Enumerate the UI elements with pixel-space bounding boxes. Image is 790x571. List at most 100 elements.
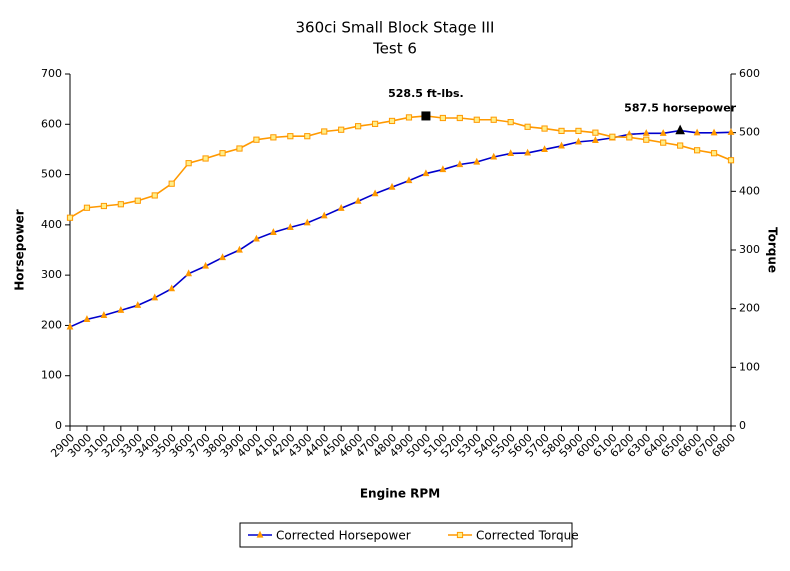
data-point <box>100 311 108 318</box>
data-point <box>185 160 192 167</box>
data-point <box>524 123 531 130</box>
data-point <box>338 126 345 133</box>
data-point <box>236 145 243 152</box>
data-point <box>507 119 514 126</box>
data-point <box>303 218 311 226</box>
y2-tick-label: 100 <box>739 360 760 373</box>
data-point <box>202 155 209 162</box>
annotation-marker <box>675 124 685 135</box>
y-tick-label: 400 <box>41 218 62 231</box>
data-point <box>558 141 565 149</box>
y-tick-label: 100 <box>41 369 62 382</box>
data-point <box>117 201 124 208</box>
data-point <box>473 157 481 165</box>
y2-tick-label: 600 <box>739 67 760 80</box>
data-point <box>354 196 362 204</box>
data-point <box>219 150 226 157</box>
data-point <box>490 116 497 123</box>
data-point <box>642 129 650 136</box>
annotation-marker <box>421 111 431 121</box>
y2-tick-label: 500 <box>739 126 760 139</box>
y2-axis-label: Torque <box>766 227 780 273</box>
annotation-text: 528.5 ft-lbs. <box>388 87 464 100</box>
data-point <box>185 269 193 277</box>
data-point <box>371 189 379 197</box>
chart-title: 360ci Small Block Stage III <box>296 19 495 37</box>
data-point <box>100 202 107 210</box>
legend-marker <box>456 531 464 539</box>
data-point <box>151 293 159 301</box>
data-point <box>168 180 175 187</box>
data-point <box>388 182 396 190</box>
data-point <box>710 128 718 136</box>
data-point <box>541 125 548 132</box>
series-line <box>69 129 732 328</box>
data-point <box>727 157 735 164</box>
data-point <box>253 234 260 242</box>
legend-label: Corrected Horsepower <box>276 529 411 543</box>
data-point <box>337 204 345 211</box>
data-point <box>507 149 515 157</box>
data-point <box>83 204 91 211</box>
y-tick-label: 500 <box>41 168 62 181</box>
data-point <box>134 197 141 204</box>
data-point <box>422 169 430 177</box>
data-point <box>151 192 158 199</box>
data-point <box>439 114 446 122</box>
y2-tick-label: 200 <box>739 302 760 315</box>
data-point <box>66 322 74 330</box>
data-point <box>558 127 565 135</box>
data-point <box>321 128 328 135</box>
x-axis-label: Engine RPM <box>360 487 440 501</box>
data-point <box>693 128 701 136</box>
chart-subtitle: Test 6 <box>372 40 417 58</box>
y-axis-label: Horsepower <box>13 209 27 291</box>
data-point <box>134 301 142 308</box>
data-point <box>643 136 650 143</box>
y-tick-label: 0 <box>55 419 62 432</box>
y-tick-label: 700 <box>41 67 62 80</box>
data-point <box>694 147 701 154</box>
data-point <box>320 211 328 219</box>
data-point <box>168 284 176 292</box>
data-point <box>592 129 599 136</box>
data-point <box>405 114 413 121</box>
y2-tick-label: 400 <box>739 184 760 197</box>
data-point <box>287 133 294 140</box>
data-point <box>371 120 379 127</box>
data-point <box>592 136 599 143</box>
series-line <box>69 115 732 219</box>
data-point <box>524 148 532 156</box>
data-point <box>286 223 294 230</box>
data-point <box>219 253 226 261</box>
y-tick-label: 200 <box>41 318 62 331</box>
data-point <box>270 134 277 141</box>
data-point <box>253 136 260 143</box>
legend-box <box>239 522 573 548</box>
data-point <box>575 127 582 135</box>
data-point <box>405 176 413 184</box>
data-point <box>388 117 396 125</box>
y-tick-label: 300 <box>41 268 62 281</box>
data-point <box>710 150 718 157</box>
data-point <box>660 139 667 146</box>
data-point <box>439 165 447 173</box>
data-point <box>202 261 209 269</box>
data-point <box>117 306 125 313</box>
data-point <box>490 152 498 160</box>
data-point <box>575 137 582 145</box>
legend-label: Corrected Torque <box>476 529 579 543</box>
data-point <box>456 160 464 168</box>
data-point <box>83 315 91 322</box>
data-point <box>659 129 667 136</box>
data-point <box>66 214 74 221</box>
data-point <box>236 245 243 253</box>
data-point <box>541 145 548 153</box>
y2-tick-label: 300 <box>739 243 760 256</box>
data-point <box>626 134 633 141</box>
data-point <box>609 133 616 140</box>
data-point <box>727 128 735 135</box>
data-point <box>456 114 463 122</box>
data-point <box>304 133 311 140</box>
data-point <box>473 116 480 123</box>
